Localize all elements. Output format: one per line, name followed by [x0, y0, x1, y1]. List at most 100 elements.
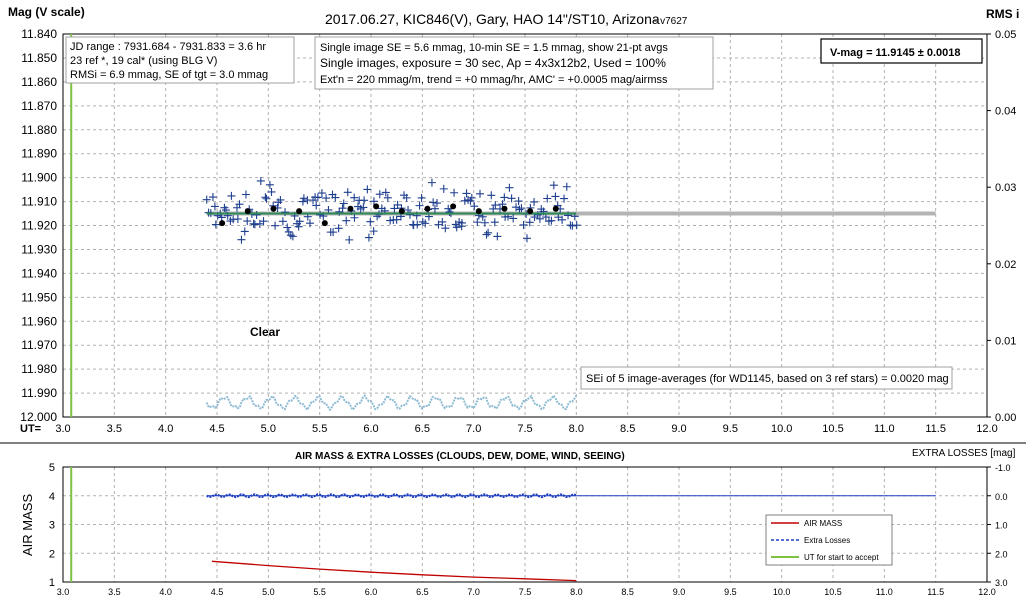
data-point — [514, 197, 523, 206]
data-point — [402, 193, 411, 202]
bottom-ylabel: AIR MASS — [20, 494, 35, 556]
data-point — [409, 221, 418, 230]
data-point — [217, 213, 226, 222]
top-y-tick-label: 11.920 — [21, 219, 57, 233]
data-point — [480, 218, 489, 227]
vmag-value: V-mag = 11.9145 ± 0.0018 — [830, 47, 961, 59]
data-point — [360, 196, 369, 205]
top-y-tick-label: 11.950 — [21, 290, 57, 304]
data-point — [345, 235, 354, 244]
data-point — [237, 235, 246, 244]
data-point — [450, 188, 459, 197]
legend-label-ut: UT for start to accept — [804, 553, 879, 562]
bottom-y2-tick-label: 3.0 — [995, 578, 1008, 588]
top-x-tick-label: 10.0 — [771, 423, 792, 435]
top-y2-tick-label: 0.05 — [995, 29, 1016, 41]
bottom-x-tick-label: 11.5 — [927, 587, 944, 597]
data-point — [243, 217, 252, 226]
data-point — [322, 194, 331, 203]
top-x-tick-label: 5.0 — [261, 423, 276, 435]
top-marks — [70, 34, 936, 417]
top-x-tick-label: 6.0 — [363, 423, 378, 435]
bottom-y2-tick-label: 1.0 — [995, 521, 1008, 531]
data-point — [363, 185, 372, 194]
top-y2label: RMS i — [986, 7, 1019, 21]
data-point — [252, 210, 261, 219]
data-point — [329, 228, 338, 237]
data-point — [438, 217, 447, 226]
data-point — [271, 221, 280, 230]
data-point — [393, 200, 402, 209]
data-point — [350, 193, 359, 202]
top-y-tick-label: 11.900 — [21, 171, 57, 185]
data-point — [211, 220, 220, 229]
data-point — [490, 218, 499, 227]
top-grid — [63, 34, 987, 417]
data-point — [568, 221, 577, 230]
data-point — [470, 202, 479, 211]
top-x-tick-label: 3.5 — [107, 423, 122, 435]
data-point — [369, 197, 378, 206]
bottom-y-ticks: 1 2 3 4 5 — [49, 462, 55, 589]
bottom-y-tick-label: 2 — [49, 548, 55, 560]
data-point — [445, 207, 454, 216]
info-box-exposure — [314, 36, 714, 90]
top-x-tick-label: 12.0 — [976, 423, 997, 435]
data-point — [281, 208, 290, 217]
data-point — [525, 218, 534, 227]
data-point — [517, 204, 526, 213]
extra-losses-series — [206, 493, 577, 499]
info-jd-line1: JD range : 7931.684 - 7931.833 = 3.6 hr — [70, 41, 266, 53]
top-x-tick-label: 11.5 — [925, 423, 946, 435]
data-point — [210, 202, 219, 211]
data-point — [429, 198, 438, 207]
info-jd-line2: 23 ref *, 19 cal* (using BLG V) — [70, 55, 217, 67]
info-exp-line1: Single image SE = 5.6 mmag, 10-min SE = … — [320, 42, 668, 54]
top-x-tick-label: 4.5 — [209, 423, 224, 435]
average-point — [424, 205, 431, 212]
average-point — [552, 205, 559, 212]
data-point — [505, 183, 514, 192]
average-point — [475, 208, 482, 215]
top-x-tick-label: 8.0 — [569, 423, 584, 435]
top-xlabel: UT= — [20, 423, 41, 435]
data-point — [305, 219, 314, 228]
data-point — [284, 227, 293, 236]
data-point — [493, 232, 502, 241]
top-y-tick-label: 11.990 — [21, 386, 57, 400]
bottom-x-ticks: 3.0 3.5 4.0 4.5 5.0 5.5 6.0 6.5 7.0 7.5 8.0 8.5 9.0 9… — [57, 587, 996, 597]
data-point — [413, 220, 422, 229]
data-point — [457, 218, 466, 227]
data-point — [441, 224, 450, 233]
data-point — [339, 199, 348, 208]
vmag-box — [820, 38, 983, 64]
data-point — [295, 217, 304, 226]
top-y2-tick-label: 0.02 — [995, 259, 1016, 271]
data-point — [359, 203, 368, 212]
top-y-tick-label: 11.980 — [21, 362, 57, 376]
rms-series — [205, 394, 578, 412]
data-point — [427, 178, 436, 187]
data-point — [316, 210, 325, 219]
top-ylabel: Mag (V scale) — [8, 5, 85, 19]
data-point — [342, 216, 351, 225]
top-y2-tick-label: 0.01 — [995, 335, 1016, 347]
top-x-tick-label: 7.0 — [466, 423, 481, 435]
data-point — [343, 188, 352, 197]
info-box-jd — [65, 36, 295, 84]
legend-label-losses: Extra Losses — [804, 536, 850, 545]
data-point — [241, 190, 250, 199]
bottom-x-tick-label: 5.0 — [262, 587, 275, 597]
data-point — [444, 204, 453, 213]
data-point — [331, 193, 340, 202]
data-point — [572, 221, 581, 230]
data-point — [283, 223, 292, 232]
average-point — [270, 205, 277, 212]
data-point — [439, 184, 448, 193]
bottom-y2-tick-label: -1.0 — [995, 463, 1011, 473]
top-y-tick-label: 11.850 — [21, 51, 57, 65]
data-point — [547, 216, 556, 225]
data-point — [381, 188, 390, 197]
data-point — [491, 201, 500, 210]
data-point — [415, 201, 424, 210]
